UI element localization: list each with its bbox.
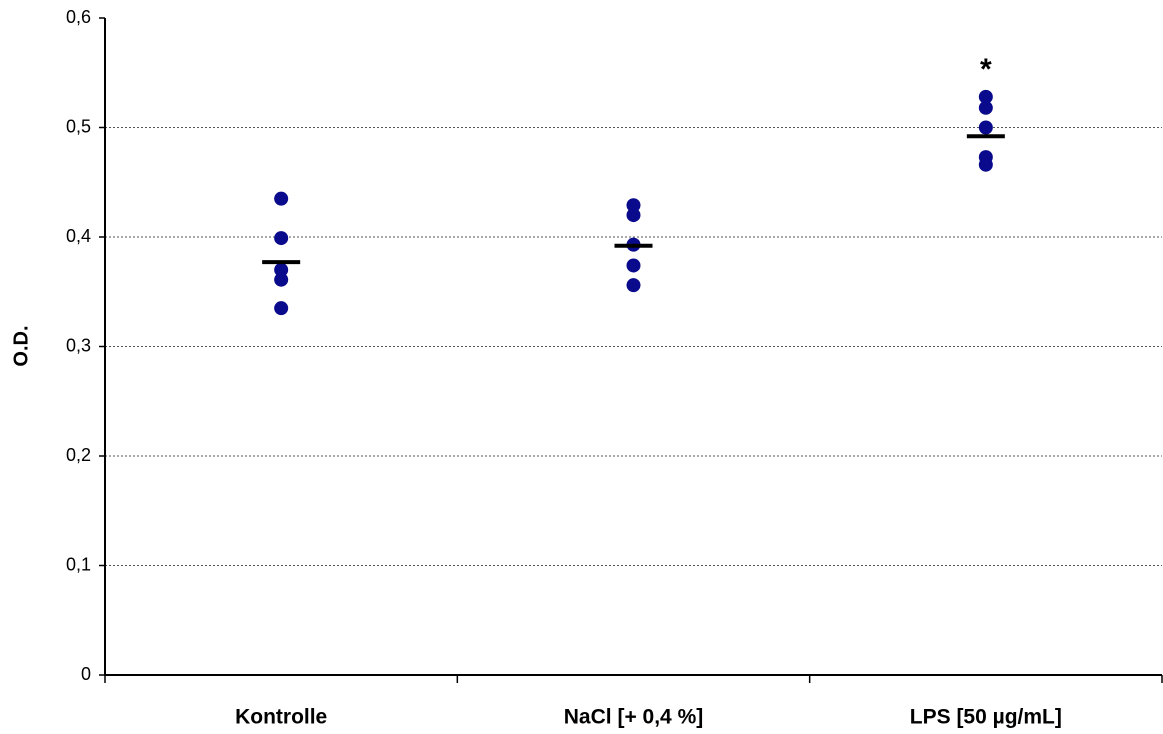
y-tick-label: 0,1 xyxy=(66,554,91,574)
x-tick-label: Kontrolle xyxy=(235,706,327,729)
y-tick-label: 0,6 xyxy=(66,7,91,27)
data-point xyxy=(274,231,289,246)
y-tick-label: 0,3 xyxy=(66,335,91,355)
y-tick-label: 0,4 xyxy=(66,226,91,246)
y-axis-label: O.D. xyxy=(10,325,32,366)
data-point xyxy=(274,191,289,206)
data-point xyxy=(978,89,993,104)
data-point xyxy=(626,278,641,293)
annotation: * xyxy=(980,53,992,86)
data-point xyxy=(626,198,641,213)
x-tick-label: NaCl [+ 0,4 %] xyxy=(564,706,703,729)
data-point xyxy=(978,100,993,115)
x-tick-label: LPS [50 µg/mL] xyxy=(910,706,1062,729)
data-point xyxy=(274,262,289,277)
data-point xyxy=(626,208,641,223)
data-point xyxy=(274,272,289,287)
data-point xyxy=(978,157,993,172)
y-tick-label: 0,5 xyxy=(66,116,91,136)
y-tick-label: 0,2 xyxy=(66,445,91,465)
data-point xyxy=(274,301,289,316)
y-tick-label: 0 xyxy=(81,664,91,684)
data-point xyxy=(978,120,993,135)
data-point xyxy=(626,258,641,273)
